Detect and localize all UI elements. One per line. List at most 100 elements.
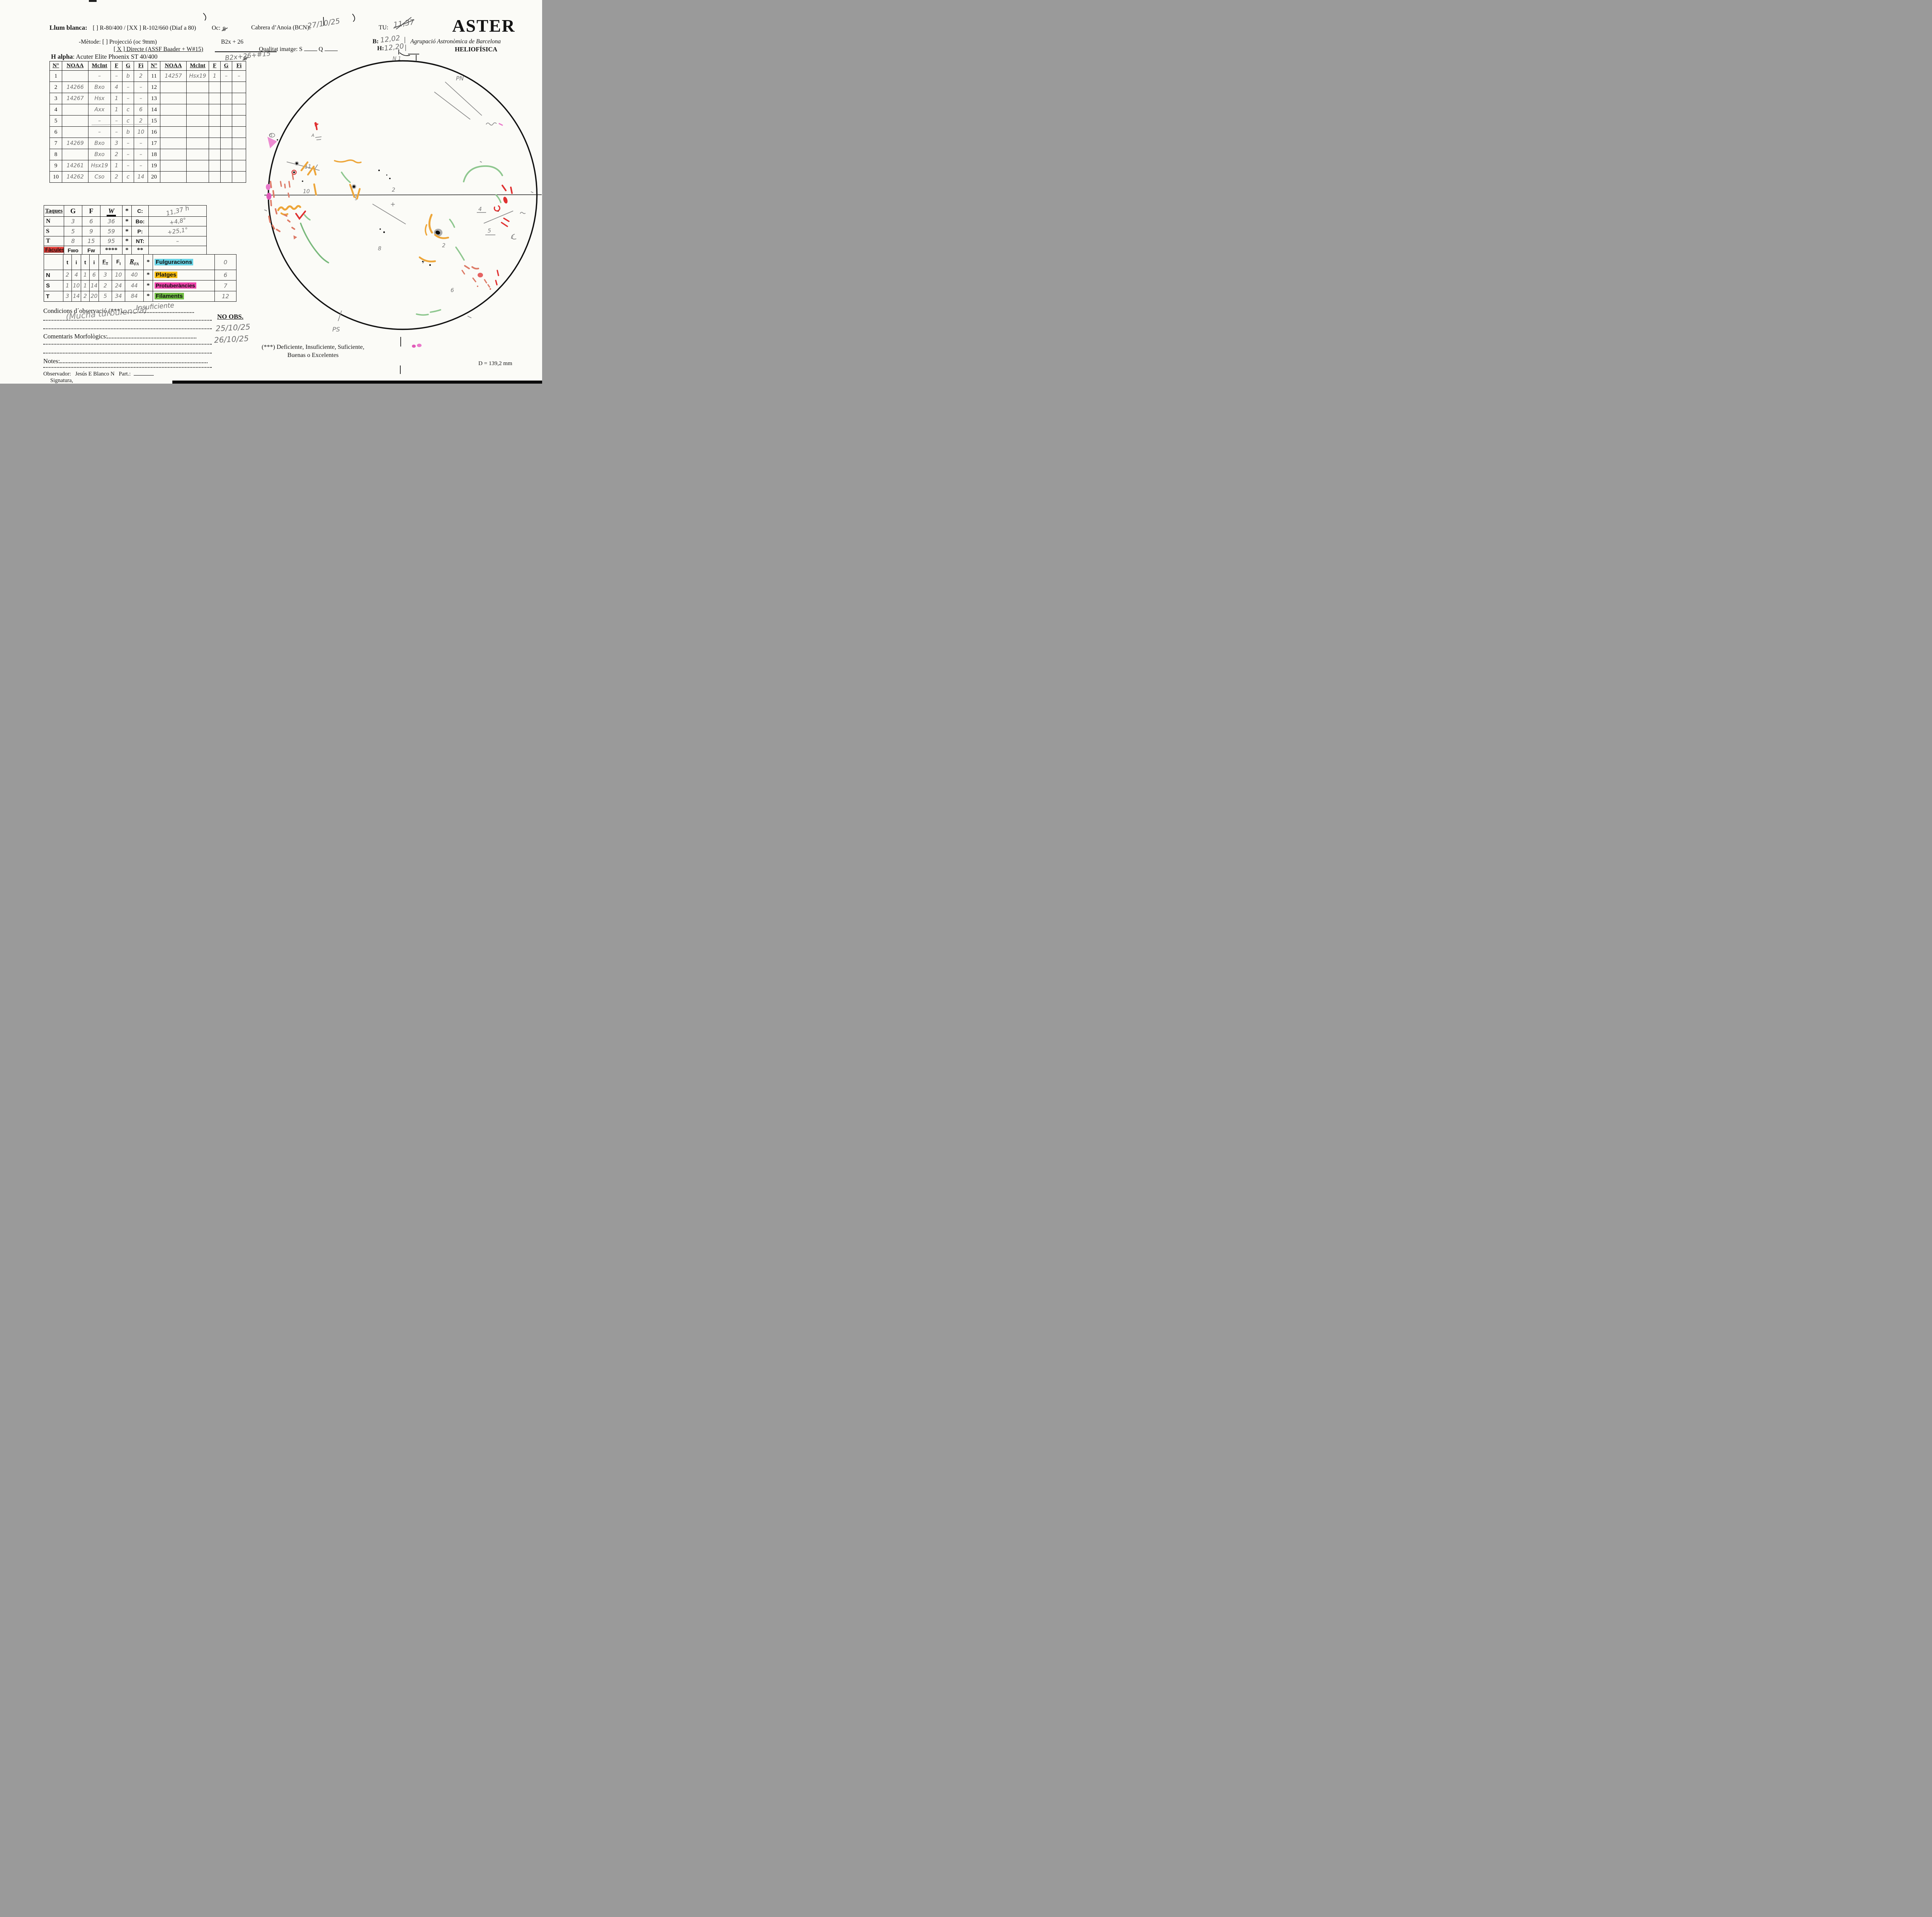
filter-note-rule	[215, 51, 277, 52]
table-row: 9 14261 Hsx19 1– – 19	[49, 160, 246, 172]
facules-label: Fàcules	[44, 246, 64, 255]
qualitat-q-text: Q	[318, 46, 323, 53]
cell-n: 12	[148, 82, 160, 93]
notes-label: Notes:	[43, 357, 208, 365]
dotted-leader	[60, 357, 208, 363]
cell-noaa: 14267	[62, 93, 88, 104]
quality-note-line2: Buenas o Excelentes	[287, 352, 339, 359]
cell-g: c	[122, 115, 134, 127]
table-row: 8 Bxo 2– – 18	[49, 149, 246, 160]
limb-marks-salmon	[268, 174, 491, 290]
star: *	[143, 270, 153, 280]
cell-g	[220, 93, 232, 104]
cell-f: 2	[111, 149, 122, 160]
facules-row: Fàcules Fwo Fw **** * **	[44, 246, 207, 255]
cell-f: 1	[111, 160, 122, 172]
cell-g: –	[122, 93, 134, 104]
qualitat-s-blank	[304, 46, 317, 51]
protuberancies-count: 7	[214, 280, 236, 291]
v-t2: 1	[81, 270, 90, 280]
scan-mark	[89, 0, 97, 2]
cell-f: –	[111, 70, 122, 82]
v-i1: 10	[71, 280, 81, 291]
cell-f	[209, 160, 221, 172]
cell-g	[220, 115, 232, 127]
v-i1: 14	[71, 291, 81, 302]
b-label: B:	[372, 38, 379, 45]
tu-value-struck: 11,37	[393, 18, 415, 29]
v-t2: 2	[81, 291, 90, 302]
cell-f: 1	[209, 70, 221, 82]
cell-mcint	[186, 115, 209, 127]
stars4: ****	[100, 246, 122, 255]
cell-g: –	[220, 70, 232, 82]
v-fi: 24	[112, 280, 125, 291]
h-label: H:	[377, 45, 384, 52]
cell-fi	[232, 104, 246, 116]
w-value: 59	[100, 226, 122, 236]
legend-platges: Platges	[153, 270, 215, 280]
cell-mcint: Bxo	[88, 138, 111, 149]
activity-row-t: T 3 14 2 20 5 34 84 * Filaments 12	[44, 291, 236, 302]
col-fi: Fi	[232, 61, 246, 71]
pn-label: PN	[456, 75, 464, 82]
col-fi: FI	[112, 254, 125, 270]
cell-f: 1	[111, 104, 122, 116]
cell-g	[220, 104, 232, 116]
c-label: C:	[131, 205, 149, 217]
col-noaa: NOAA	[62, 61, 88, 71]
cell-n: 14	[148, 104, 160, 116]
fw-label: Fw	[82, 246, 100, 255]
cell-mcint	[186, 93, 209, 104]
cell-g	[220, 160, 232, 172]
cell-fi: –	[134, 82, 148, 93]
f-value: 15	[82, 236, 100, 246]
taques-header: Taques G F W * C: 11,37 h	[44, 205, 207, 217]
star: *	[143, 291, 153, 302]
activity-row-n: N 2 4 1 6 3 10 40 * Platges 6	[44, 270, 236, 280]
v-i1: 4	[71, 270, 81, 280]
star: *	[122, 246, 132, 255]
no-obs-date2: 26/10/25	[214, 333, 249, 345]
cell-fi: 10	[134, 126, 148, 138]
v-t1: 3	[63, 291, 72, 302]
cell-fi	[232, 171, 246, 183]
group-label-6: 6	[451, 287, 454, 294]
cell-noaa	[160, 171, 187, 183]
empty-cell	[44, 254, 63, 270]
cell-g: –	[122, 82, 134, 93]
col-t2: t	[81, 254, 90, 270]
cell-noaa	[62, 149, 88, 160]
cell-n: 13	[148, 93, 160, 104]
cell-fi	[232, 126, 246, 138]
cell-noaa: 14257	[160, 70, 187, 82]
cell-n: 11	[148, 70, 160, 82]
filament-scribbles-green	[300, 165, 503, 316]
table-row: 10 14262 Cso 2 c 14 20	[49, 171, 246, 183]
cell-g	[220, 138, 232, 149]
scanned-observation-form: Llum blanca: [ ] R-80/400 / [XX ] R-102/…	[0, 0, 542, 384]
cell-mcint	[186, 138, 209, 149]
g-value: 3	[64, 216, 82, 226]
halpha-line: H alpha: Acuter Elite Phoenix ST 40/400	[51, 53, 158, 61]
dotted-line	[43, 367, 212, 368]
w-value: 95	[100, 236, 122, 246]
g-value: 8	[64, 236, 82, 246]
observador-label: Observador:	[43, 371, 71, 377]
logo-title: ASTER	[452, 16, 515, 36]
cell-g: c	[122, 104, 134, 116]
col-rfa: RFA	[125, 254, 144, 270]
cell-n: 5	[49, 115, 62, 127]
table-row: 1– – b 2 11 14257 Hsx19 1– –	[49, 70, 246, 82]
cell-noaa: 14269	[62, 138, 88, 149]
b2x-line: B2x + 26	[221, 39, 243, 45]
oc-label: Oc:	[212, 25, 221, 31]
cell-n: 20	[148, 171, 160, 183]
plage-scribbles-orange	[277, 159, 449, 263]
cell-mcint: Hsx	[88, 93, 111, 104]
cell-noaa	[62, 70, 88, 82]
cell-f	[209, 115, 221, 127]
cell-fi: 14	[134, 171, 148, 183]
label-a: A	[311, 133, 315, 138]
cell-g: –	[122, 138, 134, 149]
